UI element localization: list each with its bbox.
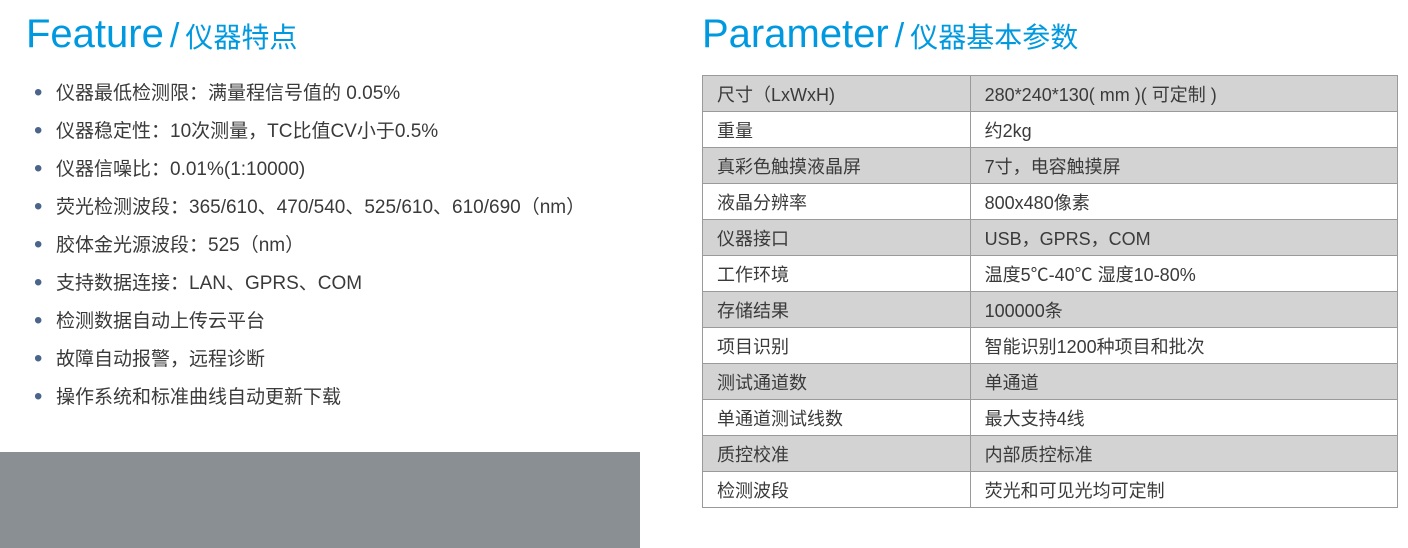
table-row: 项目识别智能识别1200种项目和批次 [703, 328, 1398, 364]
feature-panel: Feature / 仪器特点 仪器最低检测限：满量程信号值的 0.05% 仪器稳… [0, 0, 678, 548]
table-row: 液晶分辨率800x480像素 [703, 184, 1398, 220]
table-cell-value: 最大支持4线 [970, 400, 1397, 436]
feature-item: 仪器最低检测限：满量程信号值的 0.05% [34, 75, 658, 113]
table-cell-label: 检测波段 [703, 472, 971, 508]
table-cell-label: 测试通道数 [703, 364, 971, 400]
feature-title-cn: 仪器特点 [185, 16, 297, 56]
table-row: 重量约2kg [703, 112, 1398, 148]
table-cell-value: 7寸，电容触摸屏 [970, 148, 1397, 184]
table-cell-value: 100000条 [970, 292, 1397, 328]
table-cell-label: 真彩色触摸液晶屏 [703, 148, 971, 184]
table-row: 真彩色触摸液晶屏7寸，电容触摸屏 [703, 148, 1398, 184]
feature-item: 胶体金光源波段：525（nm） [34, 227, 658, 265]
parameter-title: Parameter / 仪器基本参数 [702, 12, 1388, 57]
table-cell-label: 尺寸（LxWxH) [703, 76, 971, 112]
parameter-panel: Parameter / 仪器基本参数 尺寸（LxWxH)280*240*130(… [678, 0, 1408, 548]
table-cell-value: 智能识别1200种项目和批次 [970, 328, 1397, 364]
feature-item: 荧光检测波段：365/610、470/540、525/610、610/690（n… [34, 189, 658, 227]
table-row: 尺寸（LxWxH)280*240*130( mm )( 可定制 ) [703, 76, 1398, 112]
table-row: 存储结果100000条 [703, 292, 1398, 328]
feature-item: 故障自动报警，远程诊断 [34, 341, 658, 379]
table-row: 仪器接口USB，GPRS，COM [703, 220, 1398, 256]
table-cell-value: 荧光和可见光均可定制 [970, 472, 1397, 508]
table-cell-label: 液晶分辨率 [703, 184, 971, 220]
parameter-title-en: Parameter [702, 12, 889, 57]
bottom-bar [0, 452, 640, 548]
table-cell-value: 温度5℃-40℃ 湿度10-80% [970, 256, 1397, 292]
feature-item: 支持数据连接：LAN、GPRS、COM [34, 265, 658, 303]
table-cell-label: 仪器接口 [703, 220, 971, 256]
table-cell-value: USB，GPRS，COM [970, 220, 1397, 256]
parameter-title-slash: / [895, 17, 904, 56]
table-cell-label: 项目识别 [703, 328, 971, 364]
feature-item: 操作系统和标准曲线自动更新下载 [34, 379, 658, 417]
table-cell-value: 800x480像素 [970, 184, 1397, 220]
feature-title: Feature / 仪器特点 [26, 12, 658, 57]
table-row: 测试通道数单通道 [703, 364, 1398, 400]
table-cell-label: 工作环境 [703, 256, 971, 292]
feature-title-slash: / [170, 17, 179, 56]
table-cell-label: 单通道测试线数 [703, 400, 971, 436]
parameter-table-body: 尺寸（LxWxH)280*240*130( mm )( 可定制 )重量约2kg真… [703, 76, 1398, 508]
table-cell-label: 重量 [703, 112, 971, 148]
feature-item: 检测数据自动上传云平台 [34, 303, 658, 341]
table-row: 质控校准内部质控标准 [703, 436, 1398, 472]
table-row: 检测波段荧光和可见光均可定制 [703, 472, 1398, 508]
parameter-table: 尺寸（LxWxH)280*240*130( mm )( 可定制 )重量约2kg真… [702, 75, 1398, 508]
parameter-title-cn: 仪器基本参数 [910, 16, 1078, 56]
table-cell-value: 约2kg [970, 112, 1397, 148]
table-cell-value: 内部质控标准 [970, 436, 1397, 472]
feature-list: 仪器最低检测限：满量程信号值的 0.05% 仪器稳定性：10次测量，TC比值CV… [26, 75, 658, 417]
table-row: 单通道测试线数最大支持4线 [703, 400, 1398, 436]
table-cell-value: 单通道 [970, 364, 1397, 400]
feature-title-en: Feature [26, 12, 164, 57]
table-row: 工作环境温度5℃-40℃ 湿度10-80% [703, 256, 1398, 292]
table-cell-label: 存储结果 [703, 292, 971, 328]
feature-item: 仪器信噪比：0.01%(1:10000) [34, 151, 658, 189]
table-cell-label: 质控校准 [703, 436, 971, 472]
table-cell-value: 280*240*130( mm )( 可定制 ) [970, 76, 1397, 112]
feature-item: 仪器稳定性：10次测量，TC比值CV小于0.5% [34, 113, 658, 151]
